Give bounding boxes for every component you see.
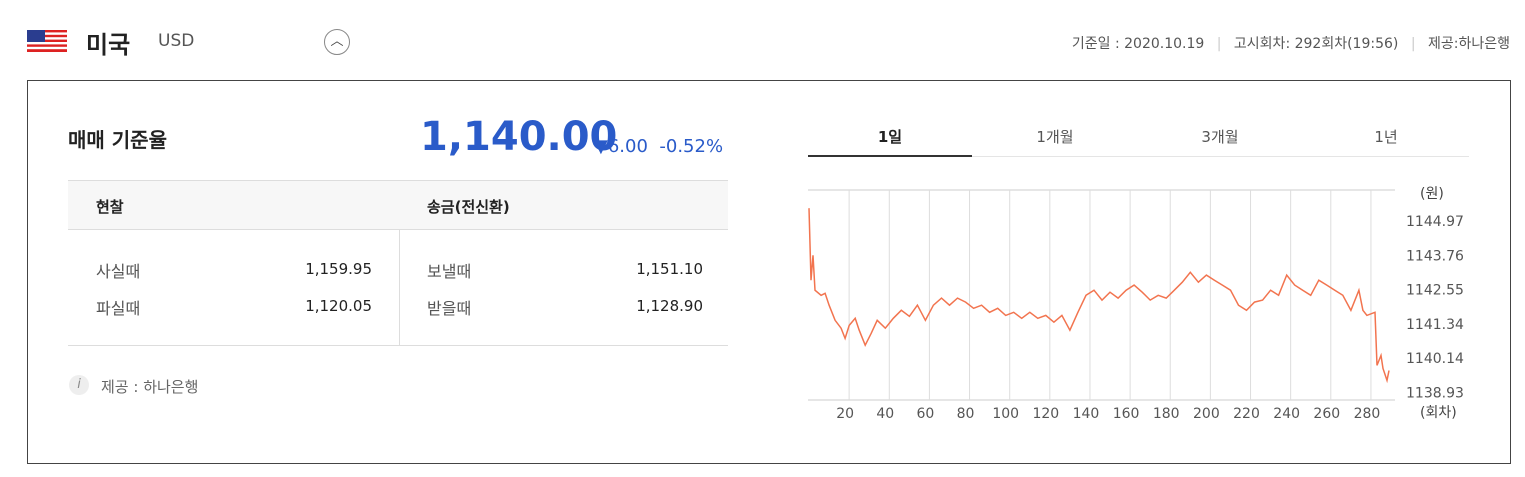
provider: 제공:하나은행 [1428,36,1510,52]
divider [68,345,728,346]
cell: 1,120.05 [305,297,372,315]
change-pct: -0.52% [659,136,724,157]
base-date: 기준일 : 2020.10.19 [1071,36,1205,52]
table-header-cell: 송금(전신환) [427,198,510,216]
x-tick-label: 280 [1354,406,1381,422]
notice: 고시회차: 292회차(19:56) [1233,36,1399,52]
tab[interactable]: 3개월 [1201,128,1239,146]
x-tick-label: 100 [992,406,1019,422]
x-tick-label: 20 [836,406,854,422]
rate-value: 1,140.00 [420,114,618,160]
x-tick-label: 220 [1233,406,1260,422]
x-tick-label: 260 [1313,406,1340,422]
line-series [808,208,1390,384]
change: 6.00 [607,136,648,157]
country: 미국 [86,31,131,59]
info-icon: i [69,375,89,395]
cell: 1,159.95 [305,260,372,278]
tab-active-line [808,155,972,157]
collapse-button[interactable]: ︿ [324,29,350,55]
cell: 1,151.10 [636,260,703,278]
x-tick-label: 200 [1193,406,1220,422]
tab[interactable]: 1일 [877,128,903,146]
panel [27,80,1511,464]
y-tick-label: 1144.97 [1406,214,1464,230]
cell: 보낼때 [427,262,472,281]
y-tick-label: 1138.93 [1406,385,1464,401]
x-tick-label: 40 [876,406,894,422]
table-header [68,180,728,230]
x-tick-label: 60 [916,406,934,422]
y-tick-label: 1140.14 [1406,351,1464,367]
cell: 받을때 [427,299,472,318]
y-unit: (원) [1420,186,1444,202]
tab[interactable]: 1년 [1374,128,1398,146]
x-tick-label: 240 [1273,406,1300,422]
y-tick-label: 1141.34 [1406,317,1464,333]
flag-icon [27,30,67,52]
x-tick-label: 160 [1113,406,1140,422]
rate-title: 매매 기준율 [68,128,167,152]
x-tick-label: 180 [1153,406,1180,422]
y-tick-label: 1142.55 [1406,283,1464,299]
header-info: 기준일 : 2020.10.19 | 고시회차: 292회차(19:56) | … [1071,36,1510,52]
cell: 1,128.90 [636,297,703,315]
divider [399,229,400,345]
currency: USD [158,31,195,51]
tab-line [808,156,1469,157]
note: 제공 : 하나은행 [101,378,199,396]
x-unit: (회차) [1420,405,1457,421]
x-tick-label: 120 [1032,406,1059,422]
tab[interactable]: 1개월 [1036,128,1074,146]
x-tick-label: 140 [1073,406,1100,422]
cell: 파실때 [96,299,141,318]
x-tick-label: 80 [957,406,975,422]
rate-change: ▼6.00 -0.52% [594,136,724,157]
y-tick-label: 1143.76 [1406,248,1464,264]
table-header-cell: 현찰 [96,198,124,216]
cell: 사실때 [96,262,141,281]
